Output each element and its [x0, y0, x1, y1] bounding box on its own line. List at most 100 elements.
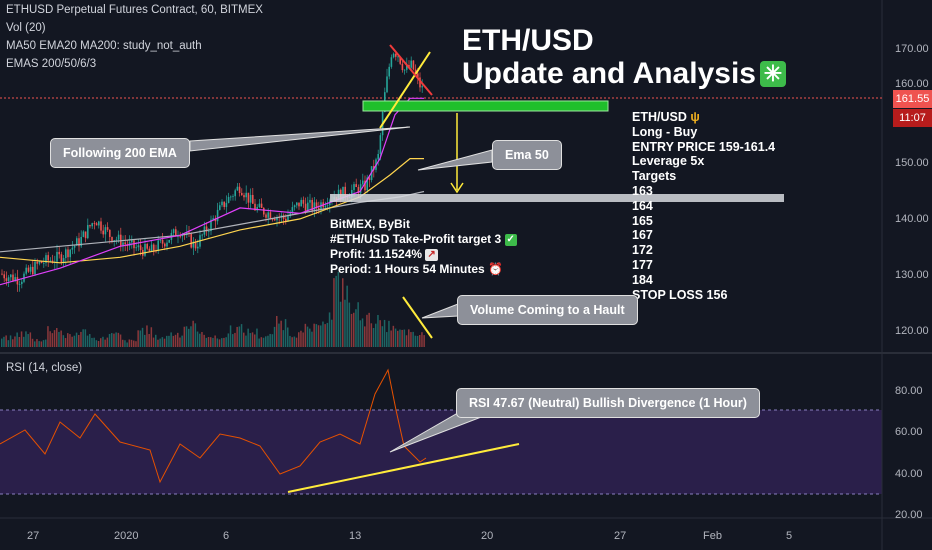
- volume-bar: [243, 332, 245, 347]
- volume-bar: [174, 334, 177, 347]
- volume-bar: [225, 337, 227, 347]
- volume-bar: [126, 342, 128, 347]
- volume-bar: [392, 325, 395, 347]
- volume-bar: [282, 330, 285, 347]
- sparkle-icon: ✳: [759, 61, 786, 87]
- volume-bar: [20, 331, 23, 347]
- candle-body: [296, 202, 298, 206]
- candle-body: [210, 219, 212, 232]
- volume-bar: [67, 333, 69, 347]
- time-tick: 13: [349, 530, 362, 542]
- volume-bar: [302, 332, 304, 347]
- trade-direction: Long - Buy: [632, 124, 698, 139]
- candle-body: [67, 249, 69, 258]
- volume-bar: [232, 334, 234, 347]
- volume-bar: [311, 331, 313, 347]
- candle-body: [100, 221, 102, 231]
- volume-bar: [97, 340, 100, 347]
- candle-body: [386, 76, 388, 93]
- rsi-divergence-line: [287, 443, 520, 493]
- volume-bar: [372, 327, 375, 347]
- candle-body: [324, 205, 327, 208]
- candle-body: [362, 180, 364, 185]
- candle-body: [40, 261, 43, 263]
- volume-bar: [84, 329, 87, 347]
- volume-bar: [104, 339, 106, 347]
- trade-stop-loss: STOP LOSS 156: [632, 287, 728, 302]
- candle-body: [1, 273, 3, 275]
- candle-body: [379, 135, 382, 155]
- candle-body: [25, 267, 27, 274]
- candle-body: [353, 184, 355, 190]
- candle-body: [285, 218, 287, 222]
- volume-bar: [102, 336, 104, 347]
- candle-body: [47, 255, 49, 261]
- candle-body: [326, 205, 329, 207]
- rsi-label[interactable]: RSI (14, close): [6, 362, 83, 374]
- volume-bar: [128, 339, 131, 347]
- volume-bar: [1, 338, 3, 347]
- volume-bar: [278, 323, 280, 347]
- volume-bar: [18, 336, 21, 347]
- candle-body: [157, 240, 159, 251]
- volume-bar: [135, 341, 137, 347]
- volume-bar: [419, 334, 421, 347]
- volume-bar: [157, 339, 159, 347]
- candle-body: [219, 205, 221, 210]
- volume-bar: [75, 332, 78, 347]
- volume-bar: [364, 326, 366, 347]
- volume-bar: [326, 322, 329, 347]
- candle-body: [403, 69, 406, 71]
- volume-bar: [122, 339, 124, 347]
- volume-bar: [293, 336, 296, 347]
- candle-body: [73, 245, 76, 248]
- volume-bar: [113, 333, 115, 347]
- volume-bar: [289, 335, 291, 347]
- indicator-volume[interactable]: Vol (20): [6, 22, 46, 34]
- volume-bar: [45, 339, 47, 347]
- volume-bar: [51, 333, 54, 347]
- volume-bar: [410, 332, 412, 347]
- volume-bar: [335, 275, 337, 347]
- volume-bar: [148, 333, 150, 347]
- candle-body: [65, 249, 67, 259]
- indicator-emas[interactable]: EMAS 200/50/6/3: [6, 58, 97, 70]
- volume-bar: [383, 319, 386, 347]
- volume-bar: [368, 312, 370, 347]
- candle-body: [14, 277, 16, 281]
- volume-bar: [359, 320, 362, 347]
- volume-bar: [247, 328, 249, 347]
- candle-body: [106, 227, 109, 230]
- volume-bar: [36, 339, 38, 347]
- volume-bar: [196, 331, 199, 347]
- time-tick: 2020: [114, 530, 139, 542]
- candle-body: [276, 217, 278, 221]
- volume-bar: [300, 330, 302, 347]
- last-price-tag: 161.55: [893, 90, 932, 108]
- volume-bar: [192, 320, 194, 347]
- volume-bar: [29, 332, 32, 347]
- volume-bar: [16, 332, 18, 347]
- candle-body: [287, 216, 289, 222]
- candle-body: [124, 242, 126, 245]
- volume-bar: [34, 341, 36, 347]
- volume-bar: [31, 338, 34, 347]
- trade-targets-label: Targets: [632, 169, 677, 184]
- volume-bar: [181, 335, 183, 347]
- volume-bar: [146, 325, 148, 347]
- volume-bar: [236, 326, 238, 347]
- candle-body: [252, 194, 254, 204]
- candle-body: [62, 258, 65, 263]
- candle-body: [311, 199, 313, 211]
- candle-body: [388, 66, 390, 77]
- volume-bar: [111, 333, 113, 347]
- support-zone: [362, 100, 609, 112]
- candle-body: [313, 202, 316, 211]
- indicator-ma[interactable]: MA50 EMA20 MA200: study_not_auth: [6, 40, 202, 52]
- volume-bar: [309, 328, 311, 347]
- callout-ema50: Ema 50: [492, 140, 562, 170]
- volume-bar: [201, 332, 203, 347]
- candle-body: [60, 254, 63, 263]
- volume-bar: [73, 335, 76, 347]
- candle-body: [38, 261, 41, 264]
